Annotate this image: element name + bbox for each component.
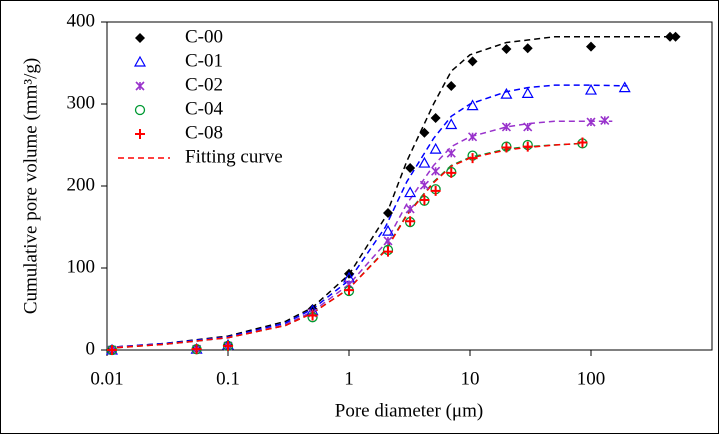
point xyxy=(501,122,511,132)
y-tick-label: 300 xyxy=(67,92,96,113)
point xyxy=(107,345,118,355)
y-tick-label: 100 xyxy=(67,256,96,277)
point xyxy=(577,137,588,148)
point xyxy=(501,44,512,55)
point xyxy=(405,162,416,173)
point xyxy=(429,142,442,154)
point xyxy=(522,141,533,152)
fit-curve xyxy=(106,142,583,350)
fit-curve xyxy=(106,84,628,349)
x-tick-label: 0.01 xyxy=(90,368,123,389)
legend-label: C-02 xyxy=(185,74,223,95)
point xyxy=(586,41,596,52)
y-axis-label: Cumulative pore volume (mm³/g) xyxy=(20,58,41,314)
point xyxy=(466,99,479,111)
legend-marker xyxy=(135,81,145,91)
y-tick-label: 200 xyxy=(67,174,96,195)
point xyxy=(430,112,441,123)
point xyxy=(418,156,431,168)
point xyxy=(445,118,458,130)
point xyxy=(344,285,354,296)
point xyxy=(500,87,513,99)
point xyxy=(586,117,596,127)
x-tick-label: 1 xyxy=(344,368,354,389)
point xyxy=(584,83,598,95)
point xyxy=(522,43,533,54)
point xyxy=(446,80,457,91)
point xyxy=(381,224,395,236)
point xyxy=(446,167,457,178)
point xyxy=(307,310,318,321)
legend-label: C-04 xyxy=(185,98,224,119)
point xyxy=(467,132,478,142)
legend-marker xyxy=(134,104,146,116)
point xyxy=(405,216,416,227)
legend-label: C-00 xyxy=(185,26,223,47)
point xyxy=(382,208,393,219)
legend-label: C-08 xyxy=(185,122,223,143)
point xyxy=(191,344,202,355)
legend-marker xyxy=(135,33,145,43)
point xyxy=(431,166,441,176)
point xyxy=(419,194,430,205)
point xyxy=(419,180,429,190)
point xyxy=(523,122,533,132)
point xyxy=(383,236,393,246)
point xyxy=(521,87,534,98)
point xyxy=(446,148,456,158)
x-axis-label: Pore diameter (μm) xyxy=(335,400,483,421)
x-tick-label: 0.1 xyxy=(216,368,240,389)
point xyxy=(618,81,631,93)
x-tick-label: 100 xyxy=(577,368,606,389)
legend-marker xyxy=(133,55,147,67)
point xyxy=(467,56,478,67)
point xyxy=(430,185,441,196)
fit-curve xyxy=(106,36,676,349)
y-tick-label: 400 xyxy=(67,10,96,31)
point xyxy=(467,153,478,164)
point xyxy=(404,186,417,198)
point xyxy=(382,246,393,257)
x-tick-label: 10 xyxy=(461,368,480,389)
legend-label: Fitting curve xyxy=(185,146,283,167)
point xyxy=(223,340,233,351)
point xyxy=(670,31,681,42)
point xyxy=(665,31,676,42)
point xyxy=(600,115,610,125)
legend-marker xyxy=(135,129,145,139)
point xyxy=(405,204,415,214)
legend-label: C-01 xyxy=(185,50,223,71)
point xyxy=(501,142,512,153)
y-tick-label: 0 xyxy=(86,338,96,359)
point xyxy=(419,127,430,138)
